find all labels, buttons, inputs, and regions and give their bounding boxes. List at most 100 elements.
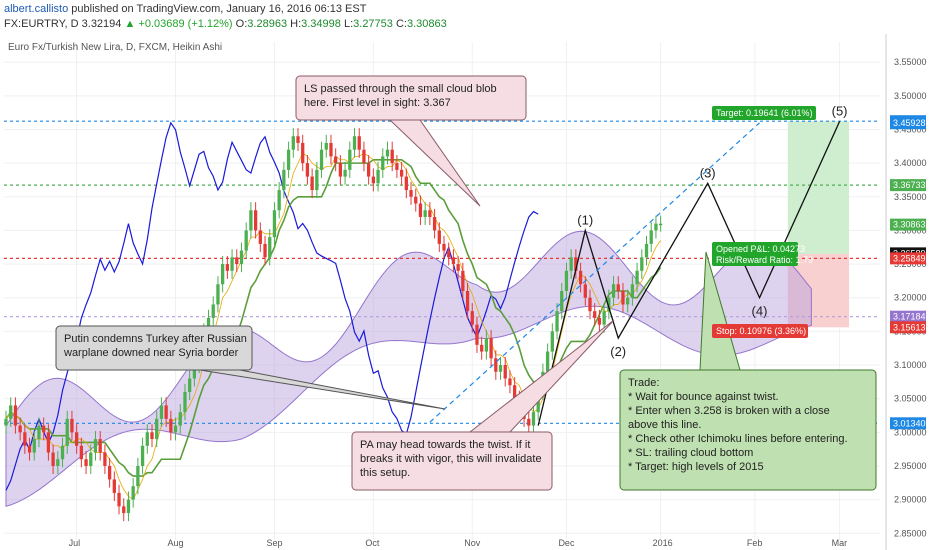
candle-body — [560, 291, 564, 312]
candle-body — [423, 210, 427, 217]
candle-body — [508, 378, 512, 386]
candle-body — [192, 365, 197, 379]
price-tag-bg — [890, 218, 926, 231]
price-tag-label: 3.15613 — [893, 322, 926, 332]
candle-body — [348, 149, 352, 170]
candle-body — [404, 176, 408, 191]
candle-body — [442, 243, 446, 251]
candle-body — [343, 169, 347, 177]
candle-body — [9, 405, 13, 419]
wave-label: (1) — [577, 212, 593, 227]
lagging-span-line — [5, 121, 539, 491]
candles — [4, 128, 663, 522]
price-tick-label: 3.35000 — [894, 192, 927, 202]
price-tag-label: 3.45928 — [893, 118, 926, 128]
wave-label: (2) — [610, 344, 626, 359]
candle-body — [607, 297, 611, 312]
price-tick-label: 3.00000 — [894, 427, 927, 437]
candle-body — [588, 297, 592, 312]
last-price: 3.32194 — [81, 18, 122, 30]
candle-body — [169, 418, 173, 433]
trade-boxes — [787, 121, 850, 328]
candle-body — [611, 284, 616, 298]
candle-body — [390, 149, 394, 164]
pa-annotation: PA may head towards the twist. If it brea… — [351, 319, 615, 491]
price-tag-bg — [890, 417, 926, 430]
candle-body — [658, 223, 663, 226]
candle-body — [18, 425, 22, 433]
candle-body — [395, 163, 399, 170]
putin-annotation-box — [55, 325, 253, 371]
elliott-wave-path — [537, 121, 841, 426]
candle-body — [555, 311, 559, 332]
time-tick-label: Jul — [69, 538, 81, 548]
candle-body — [480, 344, 484, 352]
candle-body — [282, 169, 286, 191]
candle-body — [319, 149, 324, 170]
price-tick-label: 2.95000 — [894, 461, 927, 471]
candle-body — [512, 385, 517, 399]
candle-body — [225, 264, 230, 271]
candle-body — [206, 317, 211, 332]
candle-body — [470, 311, 474, 325]
candle-body — [550, 331, 554, 352]
target-tag: Target: 0.19641 (6.01%) — [716, 108, 813, 118]
trade-annotation-line: Trade: — [628, 377, 659, 389]
trade-annotation-line: * Wait for bounce against twist. — [628, 391, 779, 403]
price-chart[interactable]: (1) (2) (3) (4) (5) LS passed through the sm… — [0, 34, 932, 550]
wave-label: (3) — [700, 165, 716, 180]
time-tick-label: Aug — [168, 538, 184, 548]
candle-body — [4, 418, 8, 426]
pa-annotation-line: this setup. — [360, 467, 410, 479]
candle-body — [461, 270, 465, 291]
candle-body — [235, 257, 239, 265]
pnl-tag-line: Opened P&L: 0.04273 — [716, 244, 805, 254]
candle-body — [352, 136, 357, 150]
price-tag-bg — [890, 179, 926, 192]
candle-body — [253, 210, 258, 231]
putin-annotation-line: Putin condemns Turkey after Russian — [64, 333, 247, 345]
trade-annotation-box — [619, 369, 877, 491]
candle-body — [98, 439, 102, 453]
candle-body — [428, 210, 432, 217]
price-tick-label: 3.20000 — [894, 293, 927, 303]
candle-body — [159, 405, 164, 419]
chart-header: albert.callisto published on TradingView… — [0, 0, 932, 34]
candle-body — [268, 237, 272, 258]
price-tag-bg — [890, 310, 926, 323]
candle-body — [42, 425, 46, 433]
ls-annotation-line: LS passed through the small cloud blob — [304, 83, 497, 95]
symbol-label[interactable]: FX:EURTRY, D — [4, 18, 79, 30]
price-tag-label: 3.36733 — [893, 180, 926, 190]
candle-body — [371, 176, 376, 184]
candle-body — [60, 445, 65, 460]
price-axis[interactable]: 3.550003.500003.450003.400003.350003.300… — [890, 57, 927, 538]
candle-body — [602, 311, 606, 325]
wave-lines: (1) (2) (3) (4) (5) — [429, 103, 848, 426]
candle-body — [578, 270, 583, 285]
candle-body — [277, 190, 281, 211]
price-tick-label: 3.05000 — [894, 394, 927, 404]
pnl-tag-bg — [712, 242, 798, 266]
candle-body — [329, 142, 333, 157]
wave-label: (4) — [752, 304, 768, 319]
candle-body — [122, 506, 126, 514]
candle-body — [644, 243, 649, 258]
candle-body — [89, 452, 93, 466]
candle-body — [376, 169, 380, 184]
price-tick-label: 3.55000 — [894, 57, 927, 67]
pa-annotation-line: PA may head towards the twist. If it — [360, 439, 530, 451]
author-link[interactable]: albert.callisto — [4, 3, 69, 15]
price-tick-label: 3.50000 — [894, 91, 927, 101]
candle-body — [23, 432, 27, 446]
candle-body — [475, 324, 479, 345]
candle-body — [107, 465, 112, 480]
stop-tag: Stop: 0.10976 (3.36%) — [716, 326, 806, 336]
pa-annotation-line: breaks it with vigor, this will invalida… — [360, 453, 542, 465]
candle-body — [385, 149, 390, 157]
candle-body — [315, 169, 319, 191]
time-axis[interactable]: Jul Aug Sep Oct Nov Dec 2016 Feb Mar — [69, 538, 847, 548]
candle-body — [357, 136, 361, 150]
candle-body — [484, 338, 489, 352]
candle-body — [649, 230, 653, 244]
